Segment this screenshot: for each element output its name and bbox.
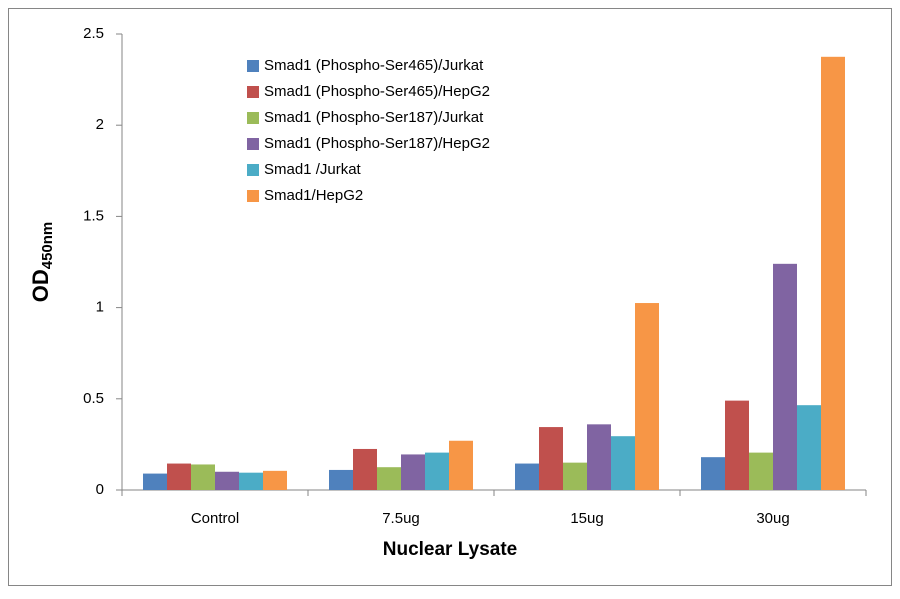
bar xyxy=(425,452,449,490)
bar xyxy=(797,405,821,490)
bar xyxy=(749,452,773,490)
legend-swatch xyxy=(247,86,259,98)
bar xyxy=(401,454,425,490)
legend-label: Smad1 (Phospho-Ser465)/Jurkat xyxy=(264,57,484,74)
x-tick-label: 15ug xyxy=(570,510,603,527)
bar xyxy=(329,469,353,490)
bar xyxy=(701,457,725,490)
y-tick-label: 0 xyxy=(96,481,104,498)
y-tick-label: 0.5 xyxy=(83,390,104,407)
bar xyxy=(191,464,215,490)
legend-swatch xyxy=(247,164,259,176)
legend-label: Smad1 (Phospho-Ser187)/HepG2 xyxy=(264,135,490,152)
bar xyxy=(215,471,239,490)
legend-label: Smad1 (Phospho-Ser187)/Jurkat xyxy=(264,109,484,126)
y-tick-label: 1 xyxy=(96,299,104,316)
bar xyxy=(449,440,473,490)
y-axis-title-subscript: 450nm xyxy=(39,222,56,270)
bar xyxy=(515,463,539,490)
bar xyxy=(725,400,749,490)
legend-swatch xyxy=(247,60,259,72)
y-axis-title: OD450nm xyxy=(28,222,56,303)
y-tick-label: 2 xyxy=(96,116,104,133)
legend-label: Smad1 /Jurkat xyxy=(264,161,362,178)
legend-label: Smad1/HepG2 xyxy=(264,187,363,204)
bar xyxy=(635,303,659,490)
y-axis-title-main: OD xyxy=(28,269,53,302)
bar xyxy=(143,473,167,490)
legend-swatch xyxy=(247,190,259,202)
x-tick-label: 30ug xyxy=(756,510,789,527)
bar xyxy=(263,470,287,490)
bar xyxy=(539,427,563,490)
x-tick-label: Control xyxy=(191,510,239,527)
bar xyxy=(353,448,377,490)
legend-label: Smad1 (Phospho-Ser465)/HepG2 xyxy=(264,83,490,100)
legend-swatch xyxy=(247,138,259,150)
x-tick-label: 7.5ug xyxy=(382,510,420,527)
bar xyxy=(773,263,797,490)
bar xyxy=(239,472,263,490)
bar xyxy=(587,424,611,490)
y-tick-label: 2.5 xyxy=(83,25,104,42)
x-axis-title: Nuclear Lysate xyxy=(383,539,517,560)
bar xyxy=(377,467,401,490)
legend-swatch xyxy=(247,112,259,124)
y-tick-label: 1.5 xyxy=(83,207,104,224)
bar xyxy=(563,462,587,490)
bar xyxy=(167,463,191,490)
bar xyxy=(821,56,845,491)
bar xyxy=(611,436,635,490)
